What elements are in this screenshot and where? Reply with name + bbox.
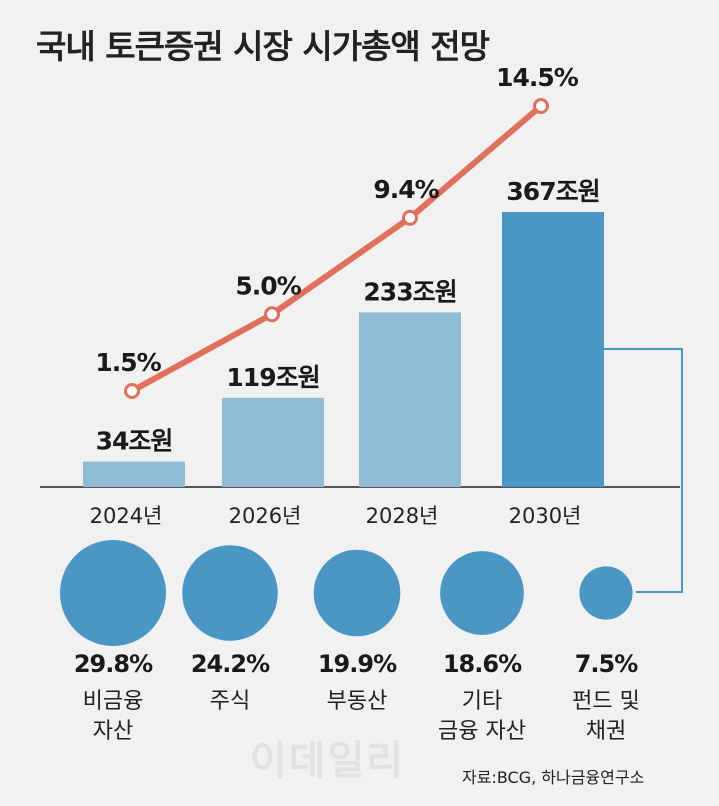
share-point — [402, 209, 418, 226]
breakdown-connector — [604, 348, 683, 593]
share-point — [124, 383, 140, 399]
bar-2026년 — [222, 397, 324, 487]
x-tick-label: 2030년 — [509, 504, 582, 528]
bar-value-label: 119조원 — [226, 363, 319, 392]
x-tick-label: 2026년 — [229, 504, 302, 528]
share-point — [533, 98, 549, 114]
x-tick-label: 2028년 — [366, 504, 439, 528]
bubble-percent-label: 24.2% — [191, 650, 270, 678]
bubble — [313, 549, 401, 637]
bubble-category-label: 자산 — [93, 719, 133, 744]
bubble — [60, 540, 166, 646]
bubble-percent-label: 18.6% — [443, 650, 522, 678]
bar-value-label: 233조원 — [363, 277, 456, 306]
bubble-category-label: 채권 — [586, 719, 626, 744]
bubble-percent-label: 19.9% — [318, 650, 397, 678]
share-line — [130, 103, 543, 394]
bubble — [579, 566, 633, 620]
bubble-category-label: 부동산 — [327, 689, 388, 714]
bubble-category-label: 주식 — [210, 689, 250, 714]
bubble-category-label: 펀드 및 — [572, 689, 640, 714]
share-label: 9.4% — [373, 175, 439, 204]
share-label: 1.5% — [95, 348, 161, 377]
bubble-percent-label: 7.5% — [575, 650, 639, 678]
bar-2030년 — [502, 212, 604, 487]
source-note: 자료:BCG, 하나금융연구소 — [462, 768, 645, 787]
bar-2024년 — [83, 461, 185, 487]
chart-title: 국내 토큰증권 시장 시가총액 전망 — [36, 27, 490, 66]
bubble — [440, 551, 524, 635]
bubble-category-label: 기타 — [462, 689, 502, 714]
bar-value-label: 34조원 — [96, 427, 173, 456]
bubble-percent-label: 29.8% — [74, 650, 153, 678]
bar-value-label: 367조원 — [506, 177, 599, 206]
bar-2028년 — [359, 312, 461, 487]
x-tick-label: 2024년 — [90, 504, 163, 528]
share-label: 14.5% — [496, 63, 579, 92]
bubble — [182, 545, 278, 641]
bubble-category-label: 금융 자산 — [438, 719, 526, 744]
share-label: 5.0% — [235, 271, 301, 300]
share-point — [264, 306, 280, 323]
bubble-category-label: 비금융 — [83, 689, 144, 714]
watermark: 이데일리 — [250, 738, 406, 784]
